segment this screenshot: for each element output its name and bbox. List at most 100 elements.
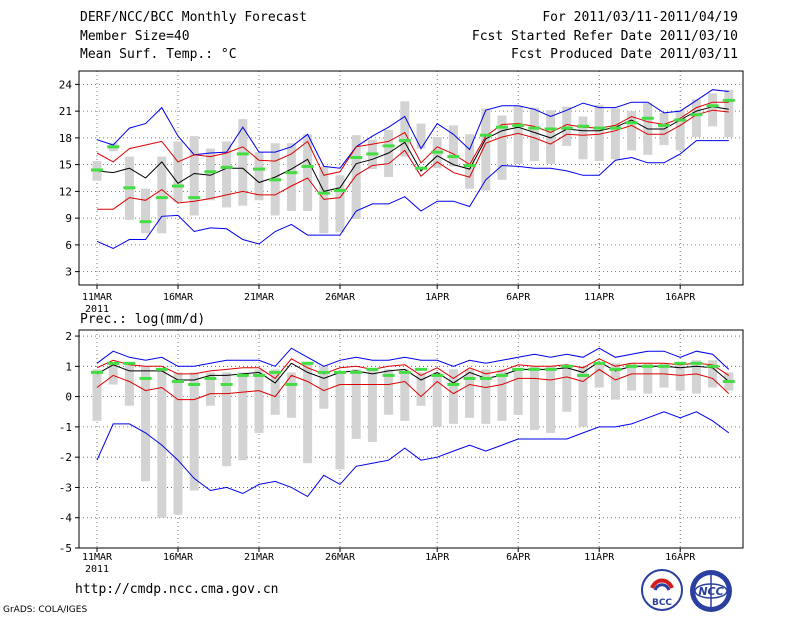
- box-mark: [270, 369, 280, 415]
- y-tick-label: 24: [59, 78, 73, 91]
- green-mark: [431, 150, 444, 154]
- green-mark: [447, 383, 460, 386]
- green-mark: [625, 364, 638, 368]
- box-mark: [610, 108, 620, 160]
- green-mark: [301, 361, 314, 365]
- green-mark: [107, 361, 120, 365]
- y-tick-label: 6: [65, 239, 72, 252]
- y-tick-label: 3: [65, 266, 72, 279]
- forecast-started-date: Fcst Started Refer Date 2011/03/10: [471, 29, 738, 44]
- green-mark: [155, 196, 168, 200]
- x-tick-label: 26MAR: [325, 292, 356, 303]
- source-url[interactable]: http://cmdp.ncc.cma.gov.cn: [75, 582, 279, 597]
- x-tick-label: 16APR: [665, 552, 696, 563]
- blue-upper-line: [96, 89, 729, 169]
- box-mark: [691, 360, 701, 394]
- box-mark: [481, 369, 491, 424]
- box-mark: [513, 105, 523, 164]
- green-mark: [220, 383, 233, 386]
- box-mark: [448, 369, 458, 424]
- ncc-logo-text: NCC: [698, 585, 723, 598]
- green-mark: [641, 364, 654, 368]
- box-mark: [303, 134, 313, 211]
- green-mark: [609, 367, 622, 371]
- x-tick-label: 21MAR: [244, 552, 275, 563]
- box-mark: [546, 366, 556, 433]
- box-mark: [529, 366, 539, 430]
- grads-credit: GrADS: COLA/IGES: [3, 605, 88, 615]
- box-mark: [351, 369, 361, 439]
- box-mark: [384, 369, 394, 415]
- member-size-label: Member Size=40: [80, 29, 190, 44]
- green-mark: [528, 367, 541, 371]
- box-mark: [546, 110, 556, 164]
- green-mark: [317, 191, 330, 195]
- green-mark: [91, 370, 103, 374]
- box-mark: [594, 104, 604, 162]
- box-mark: [400, 101, 410, 157]
- green-mark: [220, 165, 233, 169]
- green-mark: [188, 383, 201, 386]
- chart-panel-2: -5 -4 -3 -2 -1 0 1 2 11MAR 16MAR 21MAR 26MAR 1APR 6AP…: [59, 312, 744, 575]
- box-mark: [481, 108, 491, 191]
- green-mark: [366, 367, 379, 371]
- box-mark: [286, 143, 296, 211]
- green-mark: [674, 361, 687, 365]
- green-mark: [658, 364, 670, 368]
- green-mark: [398, 139, 411, 143]
- green-mark: [415, 166, 427, 170]
- green-mark: [123, 186, 136, 190]
- box-mark: [205, 372, 215, 406]
- green-mark: [593, 126, 606, 130]
- box-mark: [627, 363, 637, 391]
- plot-frame: [78, 70, 744, 286]
- green-mark: [236, 373, 249, 377]
- green-mark: [139, 220, 152, 224]
- box-mark: [610, 363, 620, 400]
- box-mark: [254, 152, 264, 201]
- box-mark: [578, 116, 588, 160]
- blue-upper-line: [96, 347, 730, 370]
- green-mark: [123, 361, 136, 365]
- y-tick-label: 15: [59, 159, 72, 172]
- x-tick-label: 11APR: [584, 552, 615, 563]
- x-tick-label: 16MAR: [163, 292, 194, 303]
- green-mark: [479, 133, 492, 137]
- box-mark: [124, 363, 134, 406]
- green-mark: [269, 178, 282, 182]
- green-mark: [366, 152, 379, 156]
- green-mark: [706, 364, 719, 368]
- box-mark: [594, 363, 604, 388]
- box-mark: [108, 363, 118, 385]
- blue-lower-line: [96, 140, 729, 249]
- green-mark: [253, 167, 265, 171]
- green-mark: [528, 126, 541, 130]
- green-mark: [382, 373, 395, 377]
- x-year-label: 2011: [85, 304, 109, 315]
- box-mark: [205, 148, 215, 201]
- green-mark: [107, 145, 120, 149]
- box-mark: [254, 369, 264, 433]
- y-tick-label: 2: [65, 330, 72, 343]
- box-mark: [562, 106, 572, 146]
- x-tick-label: 1APR: [425, 292, 450, 303]
- green-mark: [544, 367, 557, 371]
- green-mark: [334, 370, 346, 374]
- box-mark: [351, 135, 361, 220]
- box-mark: [465, 134, 475, 189]
- box-mark: [92, 369, 102, 421]
- box-mark: [400, 369, 410, 421]
- box-mark: [465, 369, 475, 418]
- blue-lower-line: [96, 411, 730, 498]
- green-mark: [690, 113, 703, 117]
- y-tick-label: -5: [59, 542, 72, 555]
- box-mark: [691, 99, 701, 137]
- green-mark: [188, 196, 201, 200]
- x-tick-label: 11APR: [584, 292, 615, 303]
- x-tick-label: 16MAR: [163, 552, 194, 563]
- y-tick-label: 1: [65, 360, 72, 373]
- box-mark: [578, 366, 588, 427]
- green-mark: [496, 125, 508, 129]
- green-mark: [350, 155, 363, 159]
- x-tick-label: 21MAR: [244, 292, 275, 303]
